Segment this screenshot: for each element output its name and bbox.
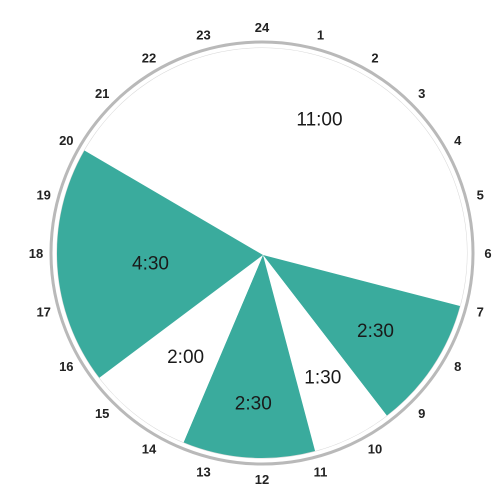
hour-label-10: 10 — [368, 442, 382, 457]
hour-label-11: 11 — [314, 464, 328, 479]
hour-label-15: 15 — [95, 406, 109, 421]
hour-label-14: 14 — [142, 442, 157, 457]
hour-label-24: 24 — [255, 20, 270, 35]
hour-label-9: 9 — [418, 406, 425, 421]
hour-label-7: 7 — [477, 305, 484, 320]
segment-label-5: 4:30 — [132, 253, 169, 274]
hour-label-12: 12 — [255, 472, 269, 487]
hour-label-8: 8 — [454, 359, 461, 374]
segment-wedge-0 — [84, 47, 467, 307]
segment-label-4: 2:00 — [167, 347, 204, 368]
hour-label-22: 22 — [142, 50, 156, 65]
hour-label-3: 3 — [418, 86, 425, 101]
segment-wedge-2 — [263, 255, 387, 452]
segment-wedge-1 — [263, 255, 461, 416]
hour-label-2: 2 — [371, 50, 378, 65]
segments-layer — [56, 47, 467, 458]
segment-wedge-5 — [56, 150, 264, 378]
hour-label-19: 19 — [36, 188, 50, 203]
hour-label-20: 20 — [59, 133, 73, 148]
segment-label-3: 2:30 — [235, 393, 272, 414]
hour-label-16: 16 — [59, 359, 73, 374]
hour-label-21: 21 — [95, 86, 109, 101]
hour-label-17: 17 — [36, 305, 50, 320]
segment-wedge-3 — [183, 255, 316, 458]
segment-wedge-4 — [99, 255, 263, 443]
hour-label-5: 5 — [477, 188, 484, 203]
segment-label-0: 11:00 — [296, 110, 342, 131]
hour-label-1: 1 — [317, 28, 324, 43]
hour-label-4: 4 — [454, 133, 462, 148]
hour-label-23: 23 — [196, 28, 210, 43]
segment-label-2: 1:30 — [304, 367, 341, 388]
segment-labels-layer: 11:00 2:30 1:30 2:30 2:00 4:30 — [132, 110, 394, 415]
segment-label-1: 2:30 — [357, 321, 394, 342]
hour-label-18: 18 — [29, 246, 43, 261]
hour-label-13: 13 — [196, 464, 210, 479]
hour-label-6: 6 — [484, 246, 491, 261]
